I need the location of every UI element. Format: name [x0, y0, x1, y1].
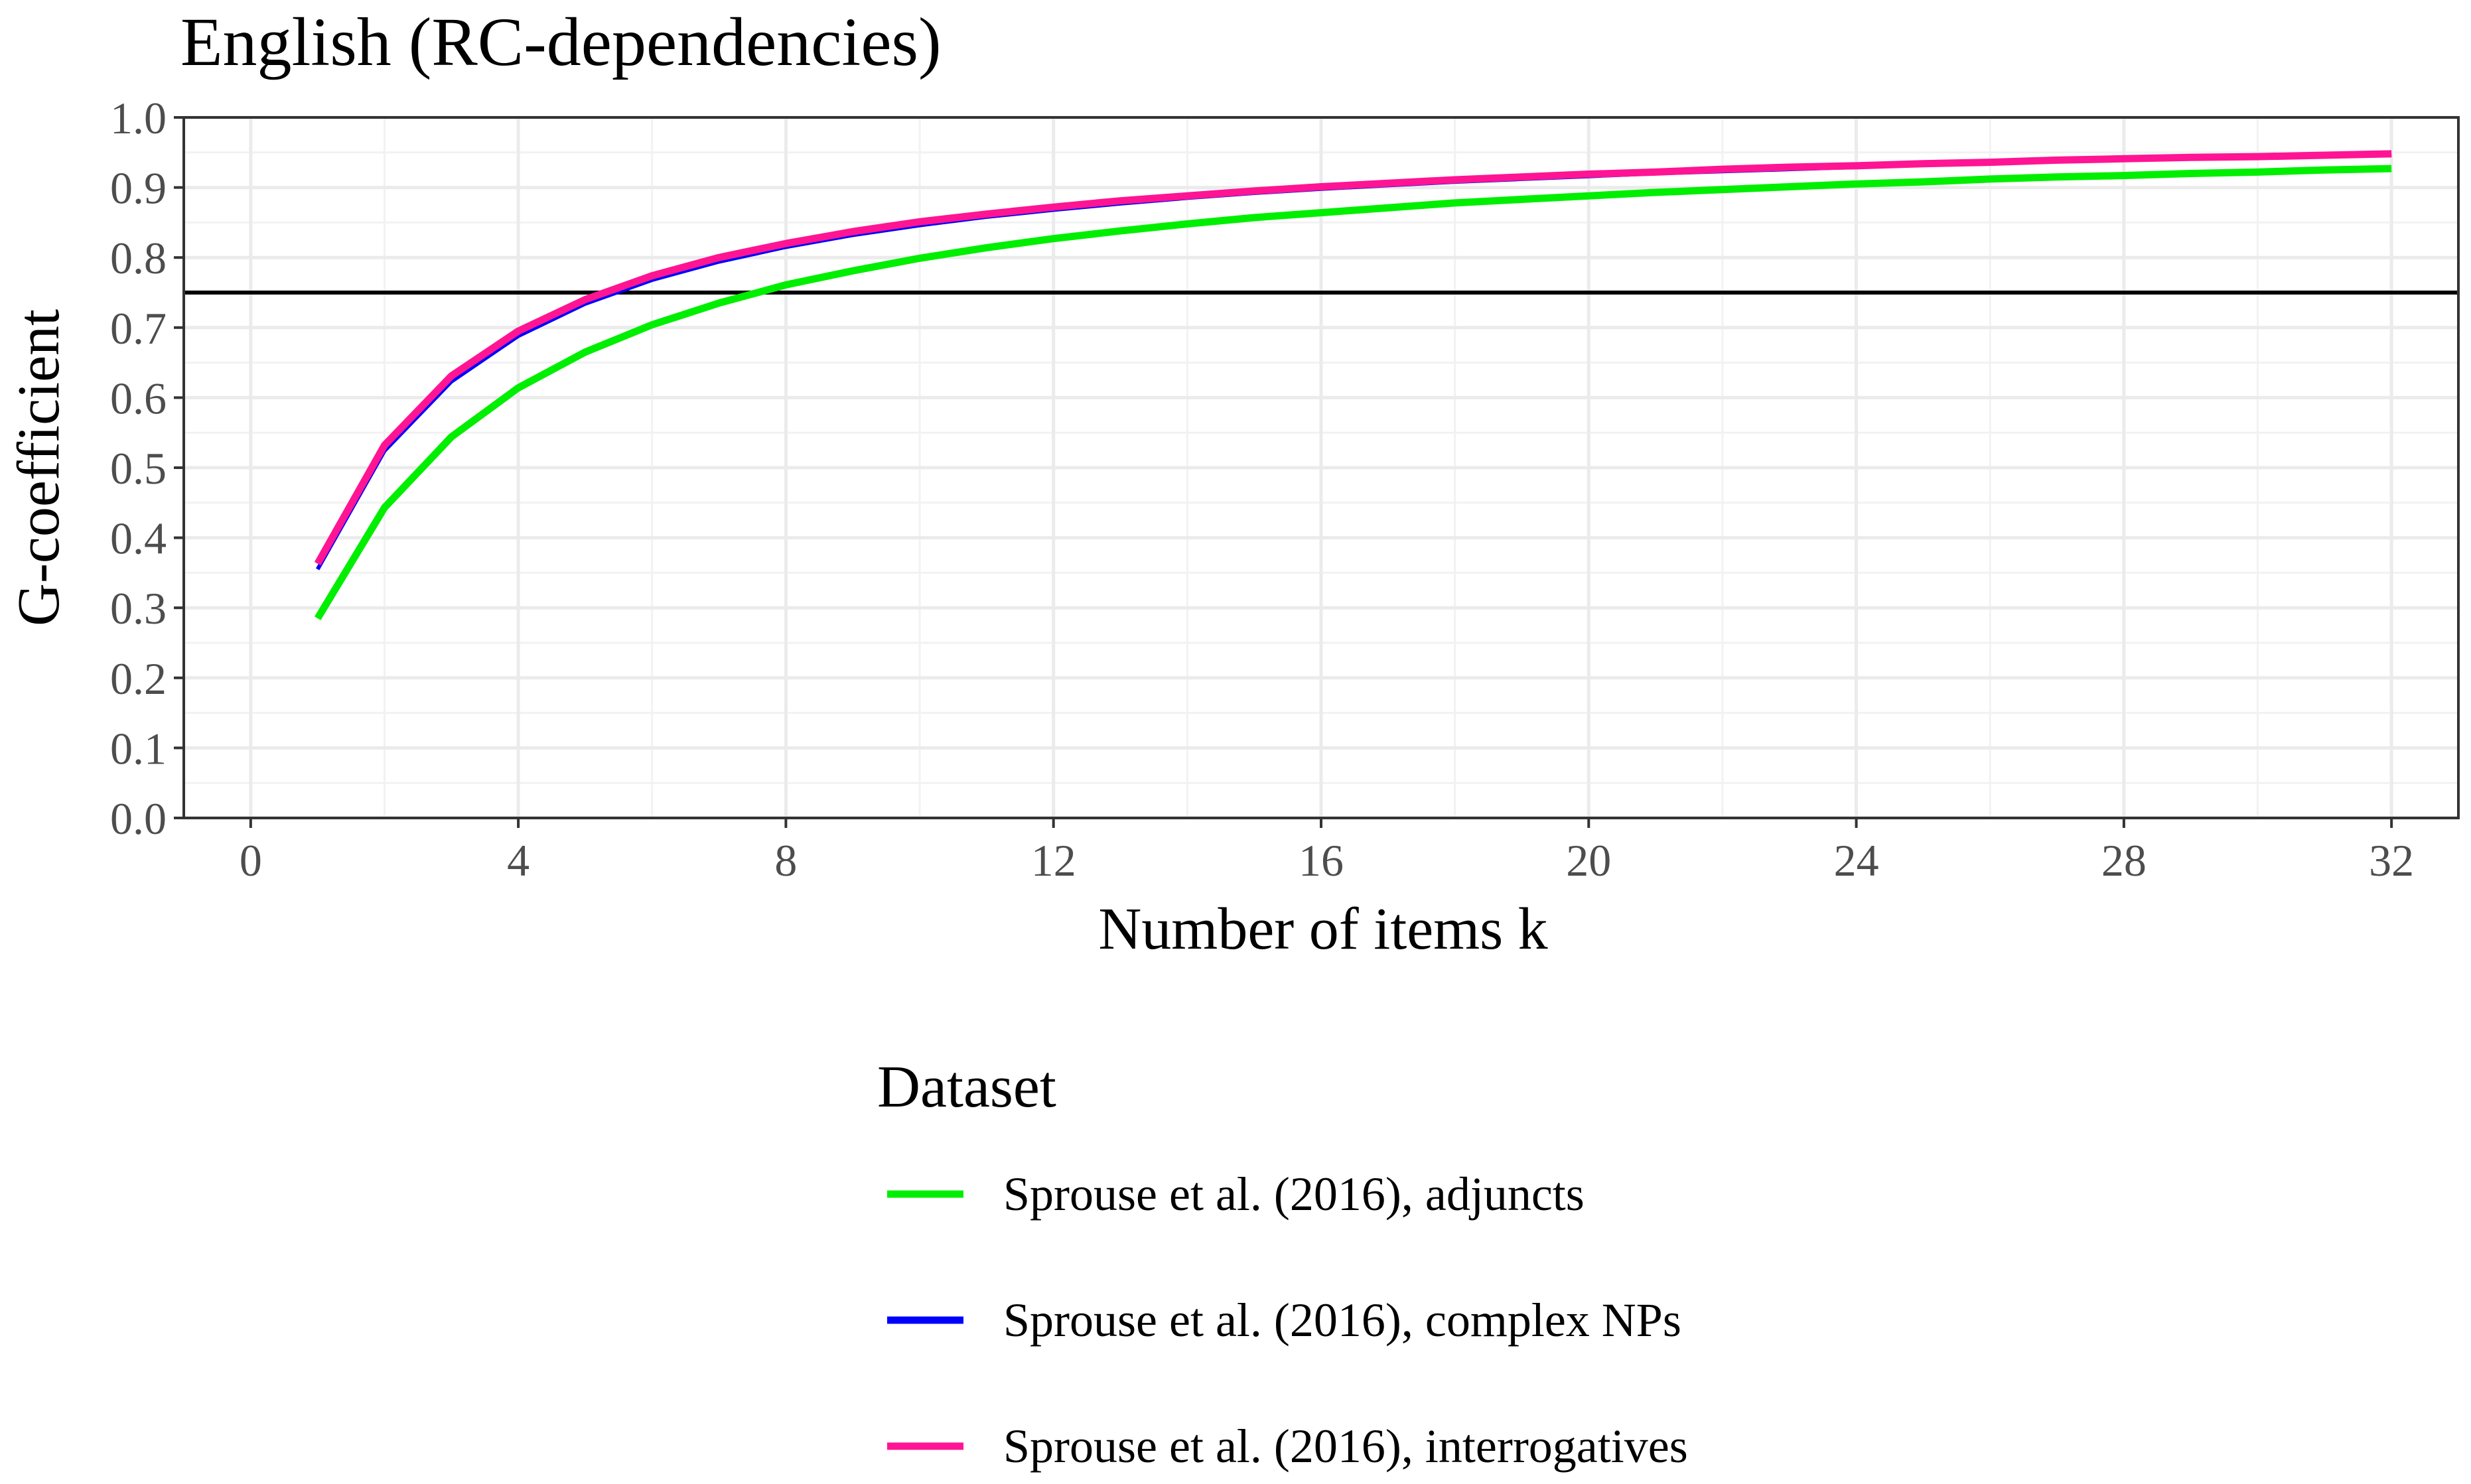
y-tick-label: 1.0	[110, 93, 167, 143]
y-tick-label: 0.8	[110, 233, 167, 283]
y-axis-title: G-coefficient	[6, 309, 72, 626]
y-tick-label: 0.0	[110, 793, 167, 844]
x-tick-label: 4	[507, 835, 530, 886]
x-tick-label: 0	[240, 835, 262, 886]
legend: Dataset Sprouse et al. (2016), adjunctsS…	[877, 1054, 1688, 1473]
x-tick-label: 12	[1031, 835, 1076, 886]
y-tick-label: 0.4	[110, 513, 167, 564]
x-tick-label: 24	[1834, 835, 1879, 886]
series-line-3	[314, 150, 2392, 566]
x-tick-label: 8	[774, 835, 797, 886]
x-tick-label: 16	[1299, 835, 1344, 886]
chart-title: English (RC-dependencies)	[180, 4, 942, 80]
x-tick-label: 28	[2101, 835, 2147, 886]
y-tick-label: 0.7	[110, 303, 167, 354]
series-line-1	[314, 165, 2392, 620]
grid	[184, 115, 2458, 820]
x-tick-label: 20	[1566, 835, 1611, 886]
legend-items: Sprouse et al. (2016), adjuncts Sprouse e…	[887, 1168, 1688, 1473]
y-tick-label: 0.2	[110, 653, 167, 704]
legend-label-2: Sprouse et al. (2016), complex NPs	[1003, 1294, 1681, 1347]
axes: 0.0 0.1 0.2 0.3 0.4 0.5 0.6 0.7 0.8 0.9 1.0 0 4 8 12 16…	[110, 93, 2414, 886]
series-layer	[314, 150, 2392, 620]
y-tick-label: 0.9	[110, 163, 167, 214]
legend-title: Dataset	[877, 1054, 1056, 1120]
legend-label-1: Sprouse et al. (2016), adjuncts	[1003, 1168, 1585, 1221]
y-tick-label: 0.5	[110, 443, 167, 494]
x-axis-title: Number of items k	[1098, 896, 1547, 962]
x-tick-label: 32	[2369, 835, 2414, 886]
y-tick-label: 0.1	[110, 723, 167, 774]
y-tick-label: 0.3	[110, 583, 167, 634]
legend-label-3: Sprouse et al. (2016), interrogatives	[1003, 1420, 1688, 1473]
y-tick-label: 0.6	[110, 373, 167, 423]
